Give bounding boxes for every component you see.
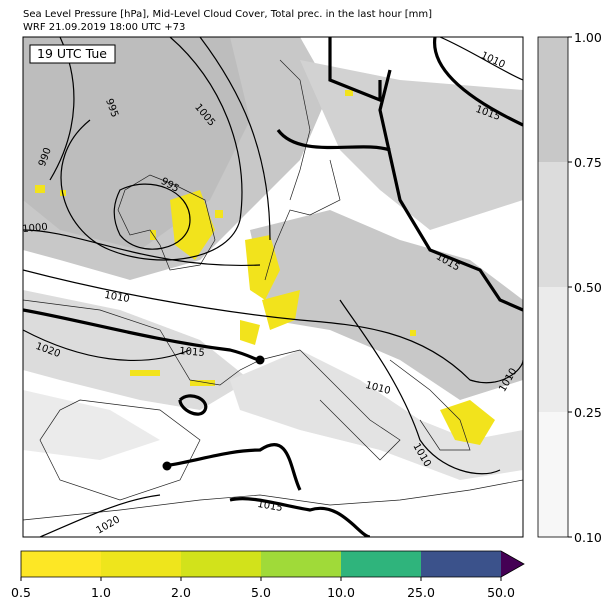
tick-label: 0.75 [574, 155, 602, 170]
cloud-colorbar: 1.00 0.75 0.50 0.25 0.10 [537, 30, 602, 545]
tick-label: 5.0 [251, 585, 271, 600]
tick-label: 25.0 [407, 585, 435, 600]
tick-label: 1.00 [574, 30, 602, 45]
tick-label: 0.10 [574, 530, 602, 545]
tick-label: 1.0 [91, 585, 111, 600]
tick-label: 0.50 [574, 280, 602, 295]
subtitle: WRF 21.09.2019 18:00 UTC +73 [23, 22, 185, 33]
tick-label: 2.0 [171, 585, 191, 600]
title: Sea Level Pressure [hPa], Mid-Level Clou… [23, 9, 432, 20]
contour-label: 1000 [22, 222, 48, 235]
time-label: 19 UTC Tue [37, 46, 107, 61]
precip-colorbar: 0.5 1.0 2.0 5.0 10.0 25.0 50.0 [11, 550, 525, 600]
contour-label: 1015 [179, 346, 205, 359]
tick-label: 0.5 [11, 585, 31, 600]
tick-label: 10.0 [327, 585, 355, 600]
tick-label: 50.0 [487, 585, 515, 600]
tick-label: 0.25 [574, 405, 602, 420]
contour-label: 1010 [103, 290, 130, 305]
contour-label: 1015 [256, 499, 283, 514]
